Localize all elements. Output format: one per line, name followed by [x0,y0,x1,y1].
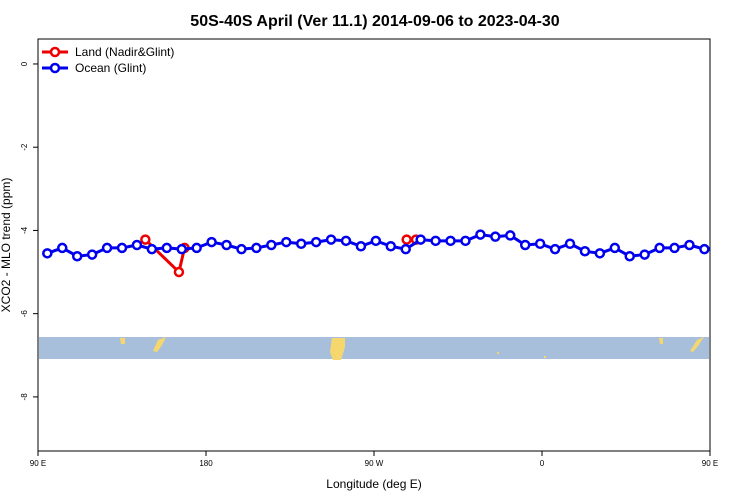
ocean-point-0-44 [699,243,710,255]
land-shape-4 [544,356,546,358]
y-tick-label-2: -4 [20,226,29,234]
ocean-point-0-12 [221,239,232,251]
legend-label-land: Land (Nadir&Glint) [75,45,174,59]
ocean-point-0-3 [86,249,98,260]
map-band [39,337,709,360]
land-shape-5 [659,338,663,344]
ocean-point-0-14 [251,242,262,254]
ocean-point-0-20 [340,235,352,247]
ocean-point-0-35 [564,238,576,250]
ocean-point-0-29 [475,229,486,240]
y-tick-label-1: -2 [20,143,29,151]
ocean-point-0-19 [325,234,337,245]
plot-frame [37,38,711,452]
ocean-point-0-18 [310,236,322,248]
ocean-point-0-33 [534,238,546,250]
ocean-point-0-7 [146,243,158,255]
ocean-point-0-41 [654,242,665,254]
ocean-point-0-38 [609,242,621,254]
ocean-point-0-23 [385,240,397,252]
series-layer [42,229,750,278]
ocean-point-0-10 [191,242,202,254]
ocean-point-0-46 [730,245,738,253]
y-tick-label-3: -6 [20,310,29,318]
ocean-point-0-16 [281,236,292,248]
ocean-point-0-39 [624,250,635,262]
land-shape-0 [120,338,125,344]
ocean-point-0-42 [669,242,680,254]
ocean-point-0-2 [71,250,83,262]
ocean-point-0-13 [236,243,247,255]
ocean-point-0-17 [295,238,307,250]
x-axis: 90 E 180 90 W 0 90 E [30,451,718,468]
ocean-point-0-11 [206,236,217,248]
ocean-point-0-21 [355,240,367,252]
legend-marker-land [49,46,61,58]
y-tick-label-4: -8 [20,393,29,401]
land-shape-6 [690,337,704,352]
ocean-point-0-5 [116,242,128,254]
y-axis: 0 -2 -4 -6 -8 [20,61,38,400]
x-tick-label-2: 90 W [365,459,384,468]
ocean-point-0-47 [745,244,750,252]
ocean-point-0-45 [715,244,723,252]
land-point-0-0 [140,234,151,245]
ocean-point-0-26 [430,235,441,247]
x-tick-label-0: 90 E [30,459,46,468]
ocean-point-0-6 [131,239,143,251]
legend-label-ocean: Ocean (Glint) [75,61,146,75]
ocean-point-0-37 [594,248,606,259]
y-axis-label: XCO2 - MLO trend (ppm) [0,178,13,313]
y-tick-label-0: 0 [20,61,29,66]
ocean-point-0-28 [460,235,471,247]
ocean-point-0-9 [176,243,187,255]
ocean-point-0-15 [266,239,277,251]
ocean-band [39,337,709,359]
ocean-point-0-27 [445,235,456,247]
ocean-point-0-43 [684,239,695,251]
ocean-point-0-22 [370,235,382,247]
x-tick-label-3: 0 [540,459,545,468]
land-shape-1 [153,337,166,352]
legend: Land (Nadir&Glint) Ocean (Glint) [42,45,174,75]
x-axis-label: Longitude (deg E) [326,477,421,491]
land-point-0-1 [173,266,185,278]
ocean-point-0-40 [639,249,650,260]
ocean-point-0-8 [161,242,173,254]
ocean-point-0-36 [579,245,591,257]
ocean-point-0-1 [57,242,68,254]
land-shape-2 [330,338,345,360]
legend-marker-ocean [49,62,61,74]
ocean-point-0-4 [101,242,113,254]
ocean-point-0-0 [42,248,53,259]
land-point-1-0 [401,234,412,245]
ocean-point-0-32 [519,239,531,251]
x-tick-label-1: 180 [199,459,213,468]
chart-title: 50S-40S April (Ver 11.1) 2014-09-06 to 2… [190,13,560,30]
ocean-point-0-24 [400,243,411,255]
ocean-point-0-34 [549,243,561,255]
ocean-point-0-31 [505,230,516,241]
ocean-point-0-30 [490,231,501,242]
x-tick-label-4: 90 E [702,459,718,468]
ocean-point-0-25 [415,234,426,245]
land-shape-3 [497,352,499,354]
